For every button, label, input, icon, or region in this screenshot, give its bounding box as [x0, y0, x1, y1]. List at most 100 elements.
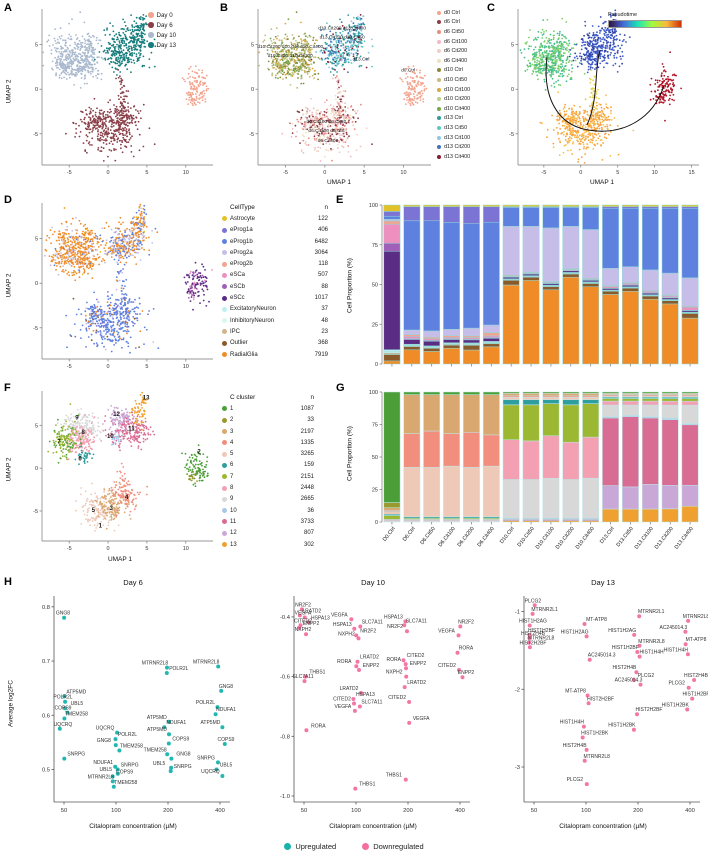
legend-item: 3 2197 — [222, 426, 314, 437]
m-B-chart: -5 0 5 10 -5 0 5 d13.Cit200 d13.Cit400 d13.Cit10… — [249, 9, 431, 176]
svg-text:5: 5 — [145, 364, 148, 370]
bar-x-label: D10.Cit200 — [554, 526, 576, 551]
svg-text:d6.Cit200 d6.Ctrl: d6.Cit200 d6.Ctrl — [308, 128, 344, 134]
legend-label: eSCa — [230, 272, 246, 279]
svg-text:d13.Cit100 d13.Cit50: d13.Cit100 d13.Cit50 — [320, 34, 365, 40]
bar-x-label: D13.Cit50 — [615, 526, 636, 549]
bar-x-label: D6.Cit50 — [418, 526, 437, 546]
legend-count: 302 — [303, 541, 314, 548]
svg-text:d0.Ctrl: d0.Ctrl — [401, 67, 415, 73]
day13-x-axis-label: Citalopram concentration (µM) — [559, 823, 647, 830]
legend-dot-icon — [222, 519, 227, 525]
legend-label: d10 Cit50 — [444, 76, 468, 83]
legend-label: d6 Cit100 — [444, 38, 468, 45]
svg-text:5: 5 — [251, 43, 254, 49]
day10-x-axis-label: Citalopram concentration (µM) — [329, 823, 417, 830]
pseudotime-legend: Pseudotime — [608, 12, 682, 28]
bar-x-label: D6.Cit400 — [476, 526, 497, 549]
legend-count: 1017 — [314, 295, 328, 302]
legend-count: 507 — [317, 272, 328, 279]
legend-dot-icon — [148, 12, 154, 18]
svg-text:0: 0 — [107, 170, 110, 176]
legend-item: eProg2b 118 — [222, 258, 328, 269]
m-H1-chart: 50 100 200 4000.50.60.70.8GNG8ATP5MDPOLR2LU… — [42, 596, 236, 814]
legend-header: CellType n — [230, 204, 328, 212]
legend-item: d10 Cit400 — [437, 104, 499, 114]
svg-text:5: 5 — [35, 237, 38, 243]
legend-count: 37 — [321, 306, 328, 313]
svg-text:10: 10 — [652, 170, 658, 176]
panel-label-b: B — [220, 2, 228, 14]
svg-text:5: 5 — [145, 170, 148, 176]
legend-dot-icon — [222, 250, 227, 256]
svg-text:0: 0 — [579, 170, 582, 176]
svg-text:10: 10 — [400, 170, 406, 176]
legend-item: Day 0 — [148, 10, 208, 20]
svg-text:15: 15 — [689, 170, 695, 176]
legend-dot-icon — [437, 145, 441, 150]
svg-text:5: 5 — [616, 170, 619, 176]
legend-dot-icon — [222, 306, 227, 312]
panel-label-f: F — [4, 382, 11, 394]
bar-x-label: D10.Ctrl — [499, 526, 516, 546]
m-D-chart: -5 0 5 10 -5 0 5 — [33, 203, 213, 370]
legend-label: 4 — [230, 439, 234, 446]
legend-item: Outlier 368 — [222, 338, 328, 349]
panel-label-g: G — [336, 382, 345, 394]
upregulated-label: Upregulated — [295, 842, 337, 851]
day10-deg-scatter: 50 100 200 400 -0.4 -0.6 -0.8 -1.0 NR2F2 LRATD2 VE… — [268, 590, 478, 822]
legend-count: 6482 — [314, 238, 328, 245]
legend-count: 807 — [303, 530, 314, 537]
legend-label: 10 — [230, 507, 237, 514]
legend-dot-icon — [148, 22, 154, 28]
bar-x-label: D10.Cit400 — [574, 526, 596, 551]
svg-text:d10.Cit50 d10.Cit100: d10.Cit50 d10.Cit100 — [268, 53, 313, 59]
legend-count: 88 — [321, 283, 328, 290]
legend-item: d6 Cit200 — [437, 46, 499, 56]
panel-c-x-axis-label: UMAP 1 — [589, 179, 615, 186]
legend-item: 9 2665 — [222, 494, 314, 505]
legend-dot-icon — [222, 429, 227, 435]
legend-label: d13 Cit400 — [444, 153, 471, 160]
panel-a-y-axis-label: UMAP 2 — [5, 79, 13, 104]
legend-dot-icon — [437, 87, 441, 92]
legend-item: InhibitoryNeuron 48 — [222, 315, 328, 326]
day6-deg-scatter: 50 100 200 400 0.5 0.6 0.7 0.8 GNG8 ATP5MD POLR2L U… — [28, 590, 238, 822]
day6-title: Day 6 — [123, 578, 143, 587]
legend-count: 1335 — [300, 439, 314, 446]
pseudotime-label: Pseudotime — [608, 12, 638, 18]
legend-item: 10 36 — [222, 505, 314, 516]
legend-dot-icon — [222, 508, 227, 514]
legend-dot-icon — [437, 77, 441, 82]
legend-item: eProg1a 406 — [222, 225, 328, 236]
bar-x-label: D6.Cit200 — [456, 526, 477, 549]
legend-item: eSCc 1017 — [222, 292, 328, 303]
legend-label: d6 Cit50 — [444, 28, 465, 35]
legend-item: 6 159 — [222, 460, 314, 471]
legend-item: d10 Cit100 — [437, 85, 499, 95]
legend-dot-icon — [222, 216, 227, 222]
bar-x-label: D13.Cit200 — [653, 526, 675, 551]
legend-dot-icon — [222, 239, 227, 245]
legend-count: 23 — [321, 328, 328, 335]
legend-dot-icon — [437, 106, 441, 111]
cluster-legend: C cluster n 1 1087 2 33 3 2197 4 1335 5 3265 6 159 7 21… — [222, 392, 314, 550]
legend-label: eSCc — [230, 295, 245, 302]
legend-count: 368 — [317, 340, 328, 347]
panel-label-c: C — [487, 2, 495, 14]
svg-text:d6.Cit100 d6.Cit50: d6.Cit100 d6.Cit50 — [307, 119, 347, 125]
legend-label: eProg1a — [230, 227, 253, 234]
legend-dot-icon — [222, 530, 227, 536]
m-H2-chart: 50 100 200 400-0.4-0.6-0.8-1.0NR2F2LRATD2VE… — [280, 596, 474, 814]
legend-dot-icon — [222, 261, 227, 267]
m-C-chart: -5 0 5 10 15 -5 0 5 — [509, 9, 699, 176]
legend-label: d6 Cit200 — [444, 48, 468, 55]
legend-dot-icon — [222, 329, 227, 335]
legend-item: 7 2151 — [222, 471, 314, 482]
legend-item: d10 Cit50 — [437, 75, 499, 85]
legend-item: d10 Ctrl — [437, 66, 499, 76]
legend-label: 13 — [230, 541, 237, 548]
legend-count: 33 — [307, 417, 314, 424]
legend-item: d6 Ctrl — [437, 18, 499, 28]
